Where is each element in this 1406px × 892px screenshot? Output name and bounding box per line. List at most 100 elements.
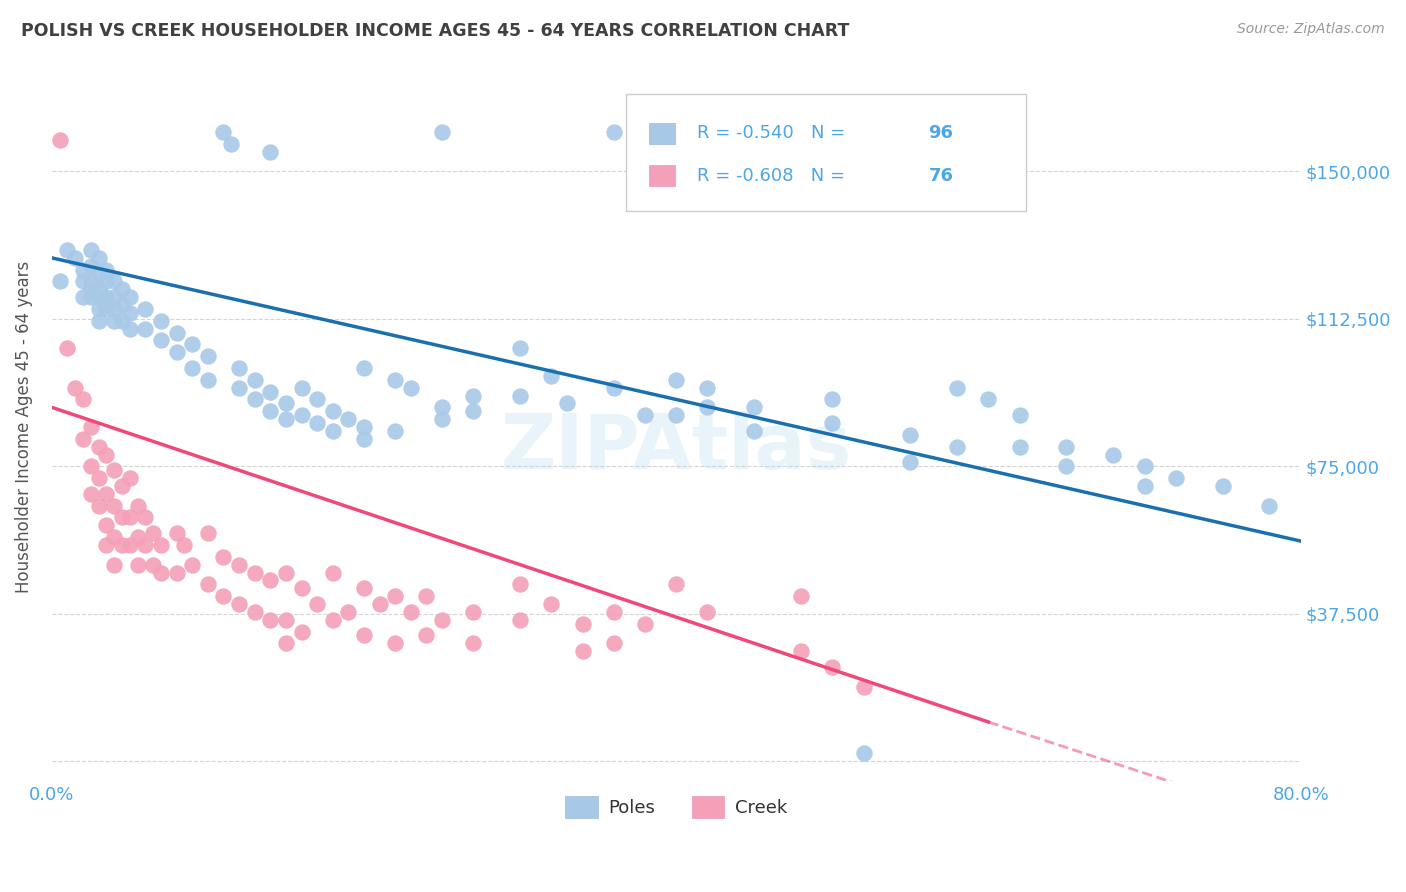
Point xyxy=(1164,471,1187,485)
Point xyxy=(243,605,266,619)
Point xyxy=(96,487,118,501)
Point xyxy=(72,275,94,289)
Point xyxy=(274,636,297,650)
Point xyxy=(353,581,375,595)
Point xyxy=(127,530,149,544)
Point xyxy=(127,499,149,513)
Point xyxy=(509,613,531,627)
Point xyxy=(509,341,531,355)
Point xyxy=(742,424,765,438)
Point xyxy=(173,538,195,552)
Point xyxy=(118,538,141,552)
Point xyxy=(353,361,375,376)
FancyBboxPatch shape xyxy=(648,122,675,144)
Point xyxy=(87,267,110,281)
Point xyxy=(821,392,844,407)
Point xyxy=(463,605,485,619)
Point xyxy=(322,404,344,418)
Point xyxy=(290,624,312,639)
Point xyxy=(87,314,110,328)
Point xyxy=(415,628,437,642)
Point xyxy=(1133,479,1156,493)
Point xyxy=(134,510,156,524)
Point xyxy=(96,290,118,304)
Point xyxy=(96,301,118,316)
Point xyxy=(63,251,86,265)
Point xyxy=(142,526,165,541)
Point xyxy=(87,251,110,265)
Point xyxy=(540,597,562,611)
Point xyxy=(181,337,204,351)
Point xyxy=(1258,499,1281,513)
Point xyxy=(555,396,578,410)
Point xyxy=(274,613,297,627)
Point xyxy=(80,420,103,434)
Point xyxy=(430,613,453,627)
Point xyxy=(150,538,173,552)
Text: Source: ZipAtlas.com: Source: ZipAtlas.com xyxy=(1237,22,1385,37)
Point xyxy=(603,605,626,619)
Point xyxy=(150,334,173,348)
Text: 76: 76 xyxy=(928,167,953,185)
Point xyxy=(228,381,250,395)
Point xyxy=(463,636,485,650)
Point xyxy=(134,538,156,552)
Point xyxy=(946,381,969,395)
Point xyxy=(150,314,173,328)
Point xyxy=(80,259,103,273)
Point xyxy=(1133,459,1156,474)
Point xyxy=(1212,479,1234,493)
Point xyxy=(127,558,149,572)
Point xyxy=(821,416,844,430)
Point xyxy=(696,605,718,619)
Point xyxy=(821,660,844,674)
Point xyxy=(212,589,235,603)
Point xyxy=(603,125,626,139)
Point xyxy=(219,136,242,151)
Point xyxy=(430,125,453,139)
Point xyxy=(274,396,297,410)
Point xyxy=(1008,440,1031,454)
Point xyxy=(603,636,626,650)
Point xyxy=(228,597,250,611)
Point xyxy=(322,566,344,580)
Point xyxy=(509,388,531,402)
Point xyxy=(87,440,110,454)
Point xyxy=(353,432,375,446)
Point xyxy=(259,574,281,588)
Point xyxy=(384,424,406,438)
Point xyxy=(259,384,281,399)
Point xyxy=(103,275,125,289)
Point xyxy=(63,381,86,395)
Point xyxy=(96,448,118,462)
Point xyxy=(212,549,235,564)
Point xyxy=(150,566,173,580)
Point xyxy=(111,282,134,296)
Point xyxy=(111,298,134,312)
Point xyxy=(430,412,453,426)
Point xyxy=(87,282,110,296)
Point xyxy=(399,605,422,619)
Point xyxy=(103,290,125,304)
Point xyxy=(134,301,156,316)
Point xyxy=(48,275,70,289)
Point xyxy=(1008,408,1031,422)
Point xyxy=(696,381,718,395)
Point xyxy=(80,282,103,296)
Point xyxy=(80,275,103,289)
Point xyxy=(415,589,437,603)
Point xyxy=(228,361,250,376)
Point xyxy=(118,471,141,485)
Point xyxy=(603,381,626,395)
Point xyxy=(259,613,281,627)
Point xyxy=(852,747,875,761)
Point xyxy=(72,432,94,446)
Point xyxy=(384,636,406,650)
Point xyxy=(72,392,94,407)
Point xyxy=(821,133,844,147)
Point xyxy=(72,262,94,277)
Point xyxy=(197,373,219,387)
Point xyxy=(181,558,204,572)
Point xyxy=(290,408,312,422)
Point xyxy=(103,301,125,316)
